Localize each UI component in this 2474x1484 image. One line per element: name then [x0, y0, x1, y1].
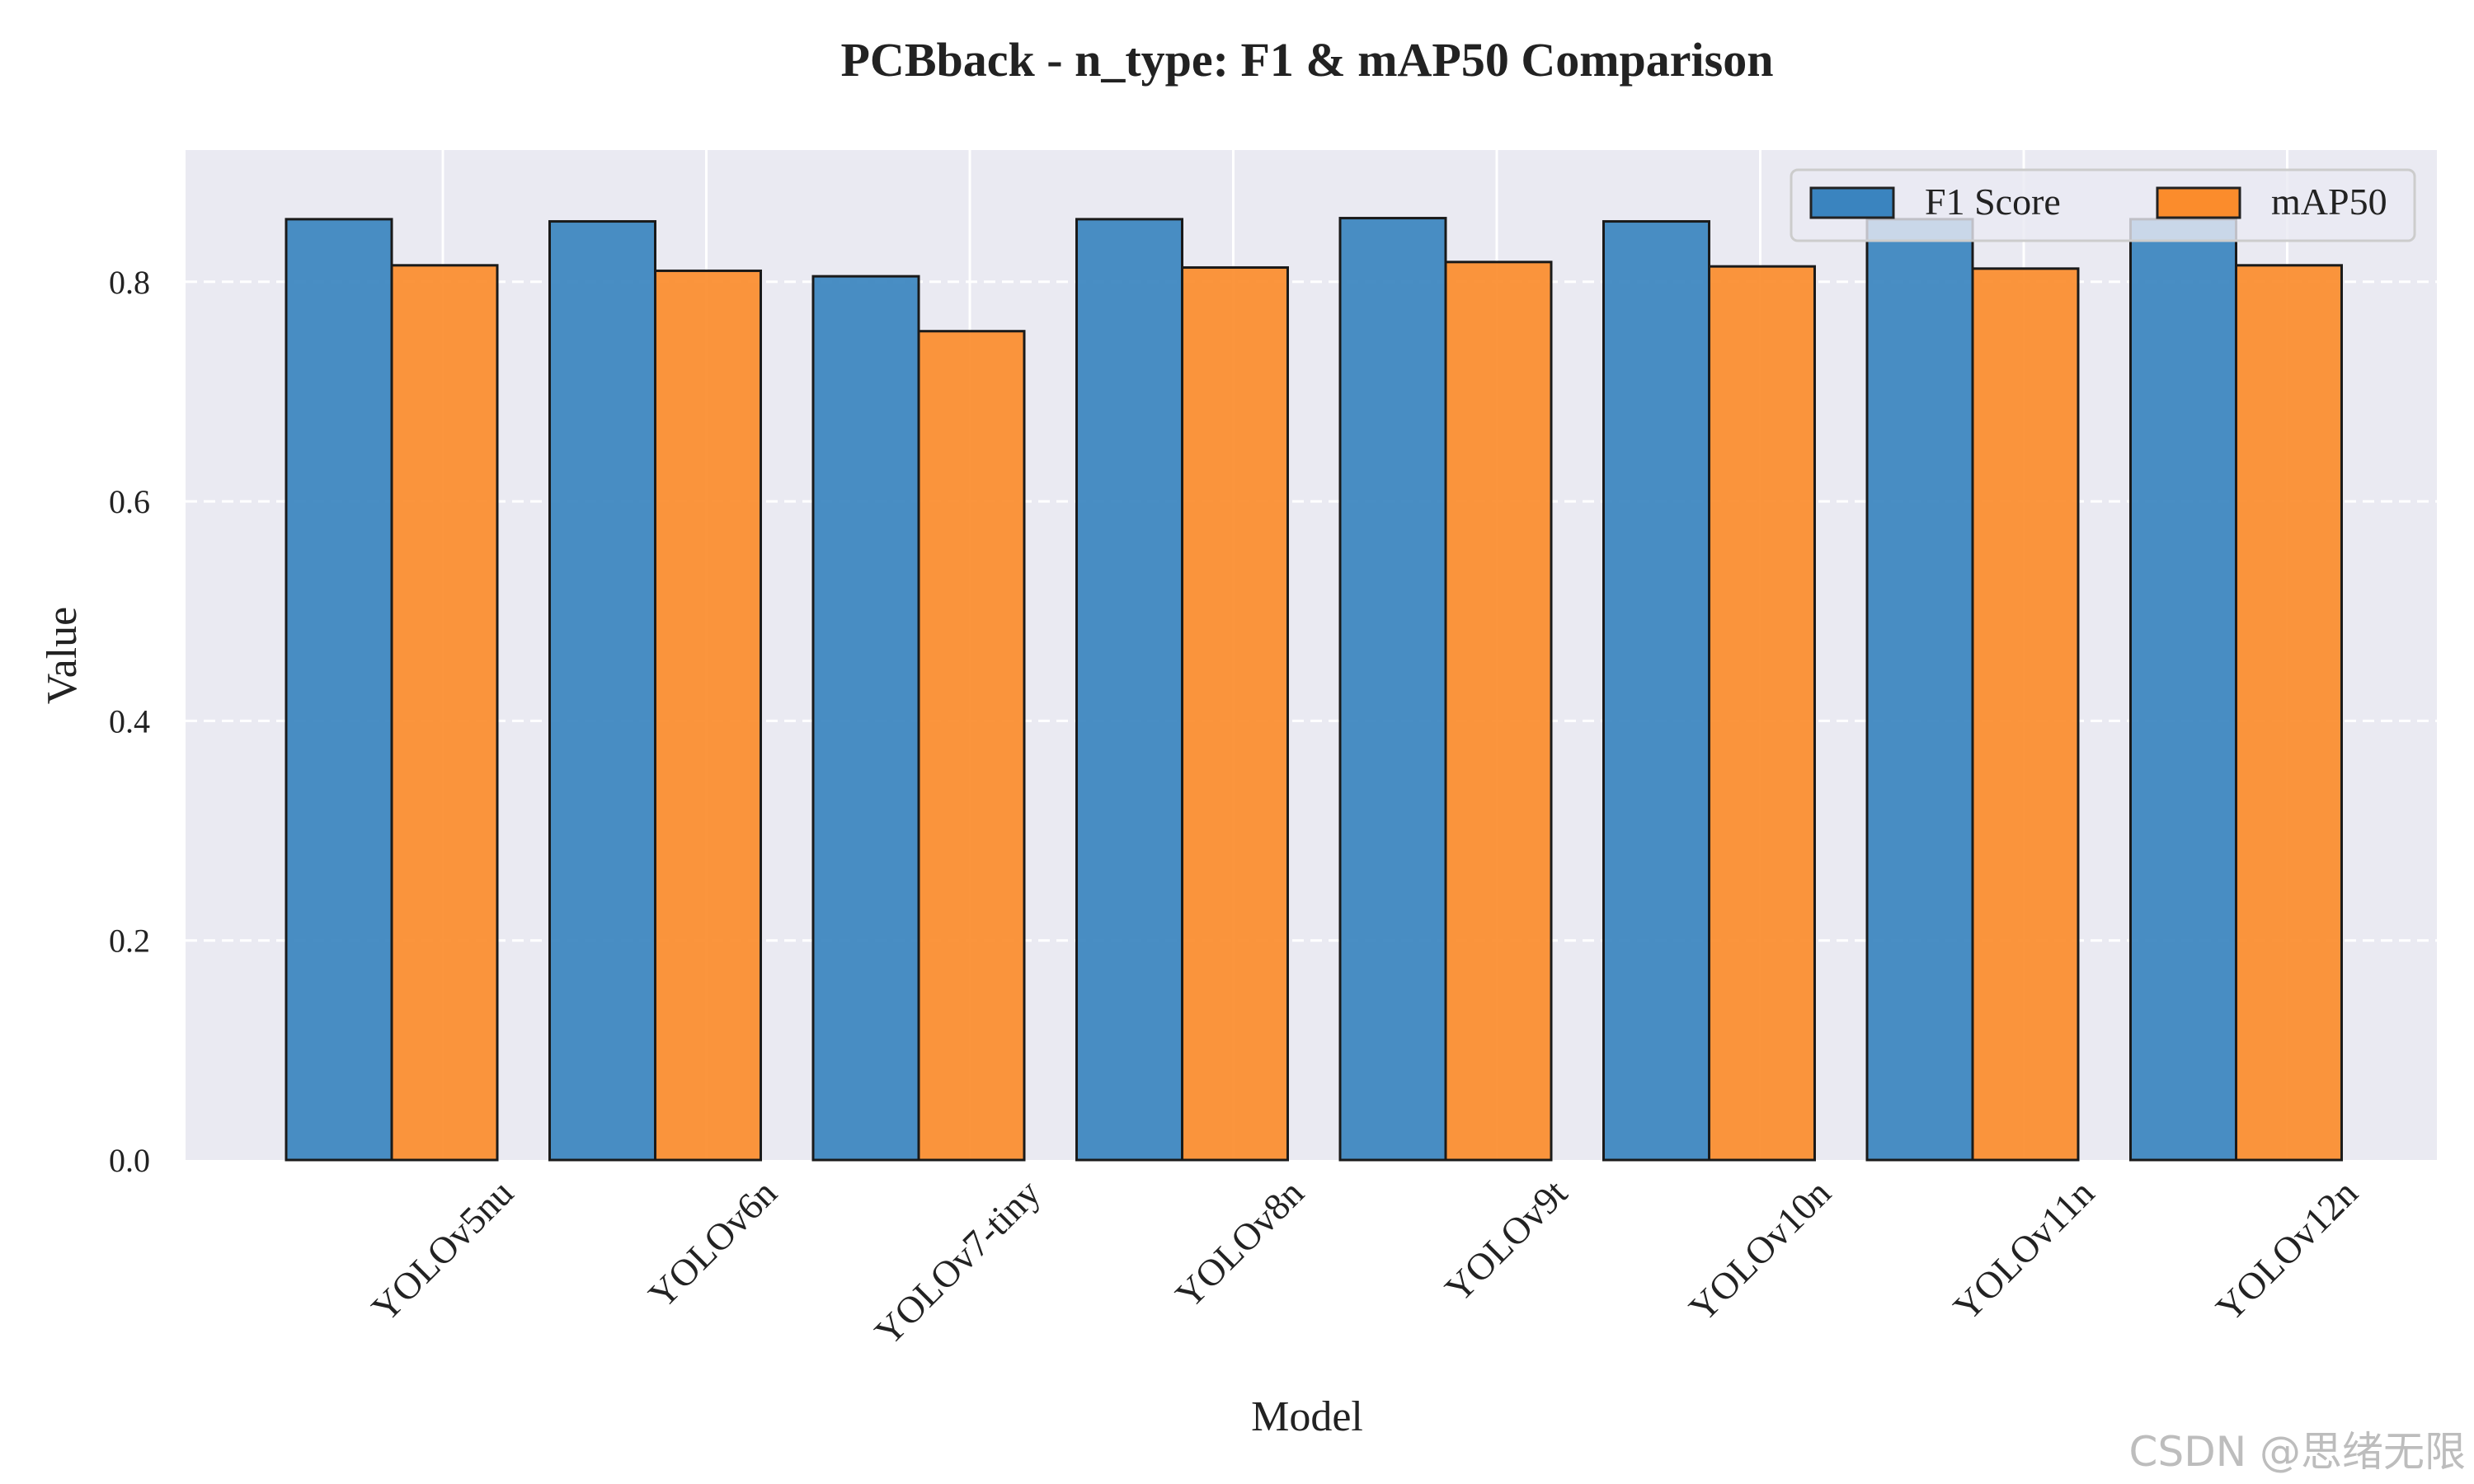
bar-f1-yolov12n — [2129, 218, 2237, 1162]
y-tick-label: 0.2 — [109, 923, 150, 960]
y-axis-label: Value — [39, 607, 86, 704]
x-tick-label: YOLOv9t — [1437, 1172, 1575, 1310]
bar-map50-yolov10n — [1708, 265, 1816, 1162]
bar-f1-yolov10n — [1602, 220, 1710, 1162]
x-tick-label: YOLOv12n — [2208, 1172, 2365, 1329]
legend: F1 Score mAP50 — [1790, 168, 2416, 242]
y-axis-ticks: 0.0 0.2 0.4 0.6 0.8 — [109, 264, 150, 1179]
legend-label-f1: F1 Score — [1925, 181, 2061, 223]
bar-map50-yolov9t — [1444, 261, 1553, 1162]
bar-f1-yolov7-tiny — [811, 275, 920, 1162]
bar-f1-yolov11n — [1865, 218, 1974, 1162]
x-tick-label: YOLOv11n — [1945, 1172, 2102, 1328]
x-tick-label: YOLOv10n — [1681, 1172, 1838, 1329]
bar-map50-yolov5nu — [390, 264, 499, 1162]
x-axis-label: Model — [1251, 1393, 1363, 1440]
x-tick-label: YOLOv7-tiny — [867, 1172, 1048, 1353]
legend-swatch-map50 — [2156, 186, 2241, 219]
legend-swatch-f1 — [1809, 186, 1895, 219]
x-tick-label: YOLOv8n — [1167, 1172, 1311, 1316]
bar-f1-yolov9t — [1338, 217, 1447, 1162]
y-tick-label: 0.6 — [109, 483, 150, 520]
x-axis-ticks: YOLOv5nu YOLOv6n YOLOv7-tiny YOLOv8n YOLOv9t… — [364, 1172, 2366, 1354]
bar-f1-yolov8n — [1075, 218, 1183, 1162]
legend-box — [1790, 168, 2416, 242]
bar-f1-yolov5nu — [285, 218, 393, 1162]
x-tick-label: YOLOv5nu — [364, 1172, 521, 1329]
watermark: CSDN @思绪无限 — [2129, 1428, 2466, 1476]
plot-area — [186, 150, 2437, 1160]
x-tick-label: YOLOv6n — [640, 1172, 784, 1316]
bars — [285, 217, 2343, 1162]
y-tick-label: 0.0 — [109, 1142, 150, 1179]
chart-title: PCBback - n_type: F1 & mAP50 Comparison — [841, 33, 1774, 87]
bar-map50-yolov6n — [654, 269, 762, 1162]
bar-map50-yolov12n — [2235, 264, 2343, 1162]
bar-map50-yolov8n — [1181, 265, 1289, 1162]
y-tick-label: 0.8 — [109, 264, 150, 301]
y-tick-label: 0.4 — [109, 702, 150, 740]
bar-map50-yolov7-tiny — [917, 330, 1026, 1162]
bar-f1-yolov6n — [548, 220, 656, 1162]
legend-label-map50: mAP50 — [2271, 181, 2387, 223]
bar-map50-yolov11n — [1971, 267, 2080, 1162]
